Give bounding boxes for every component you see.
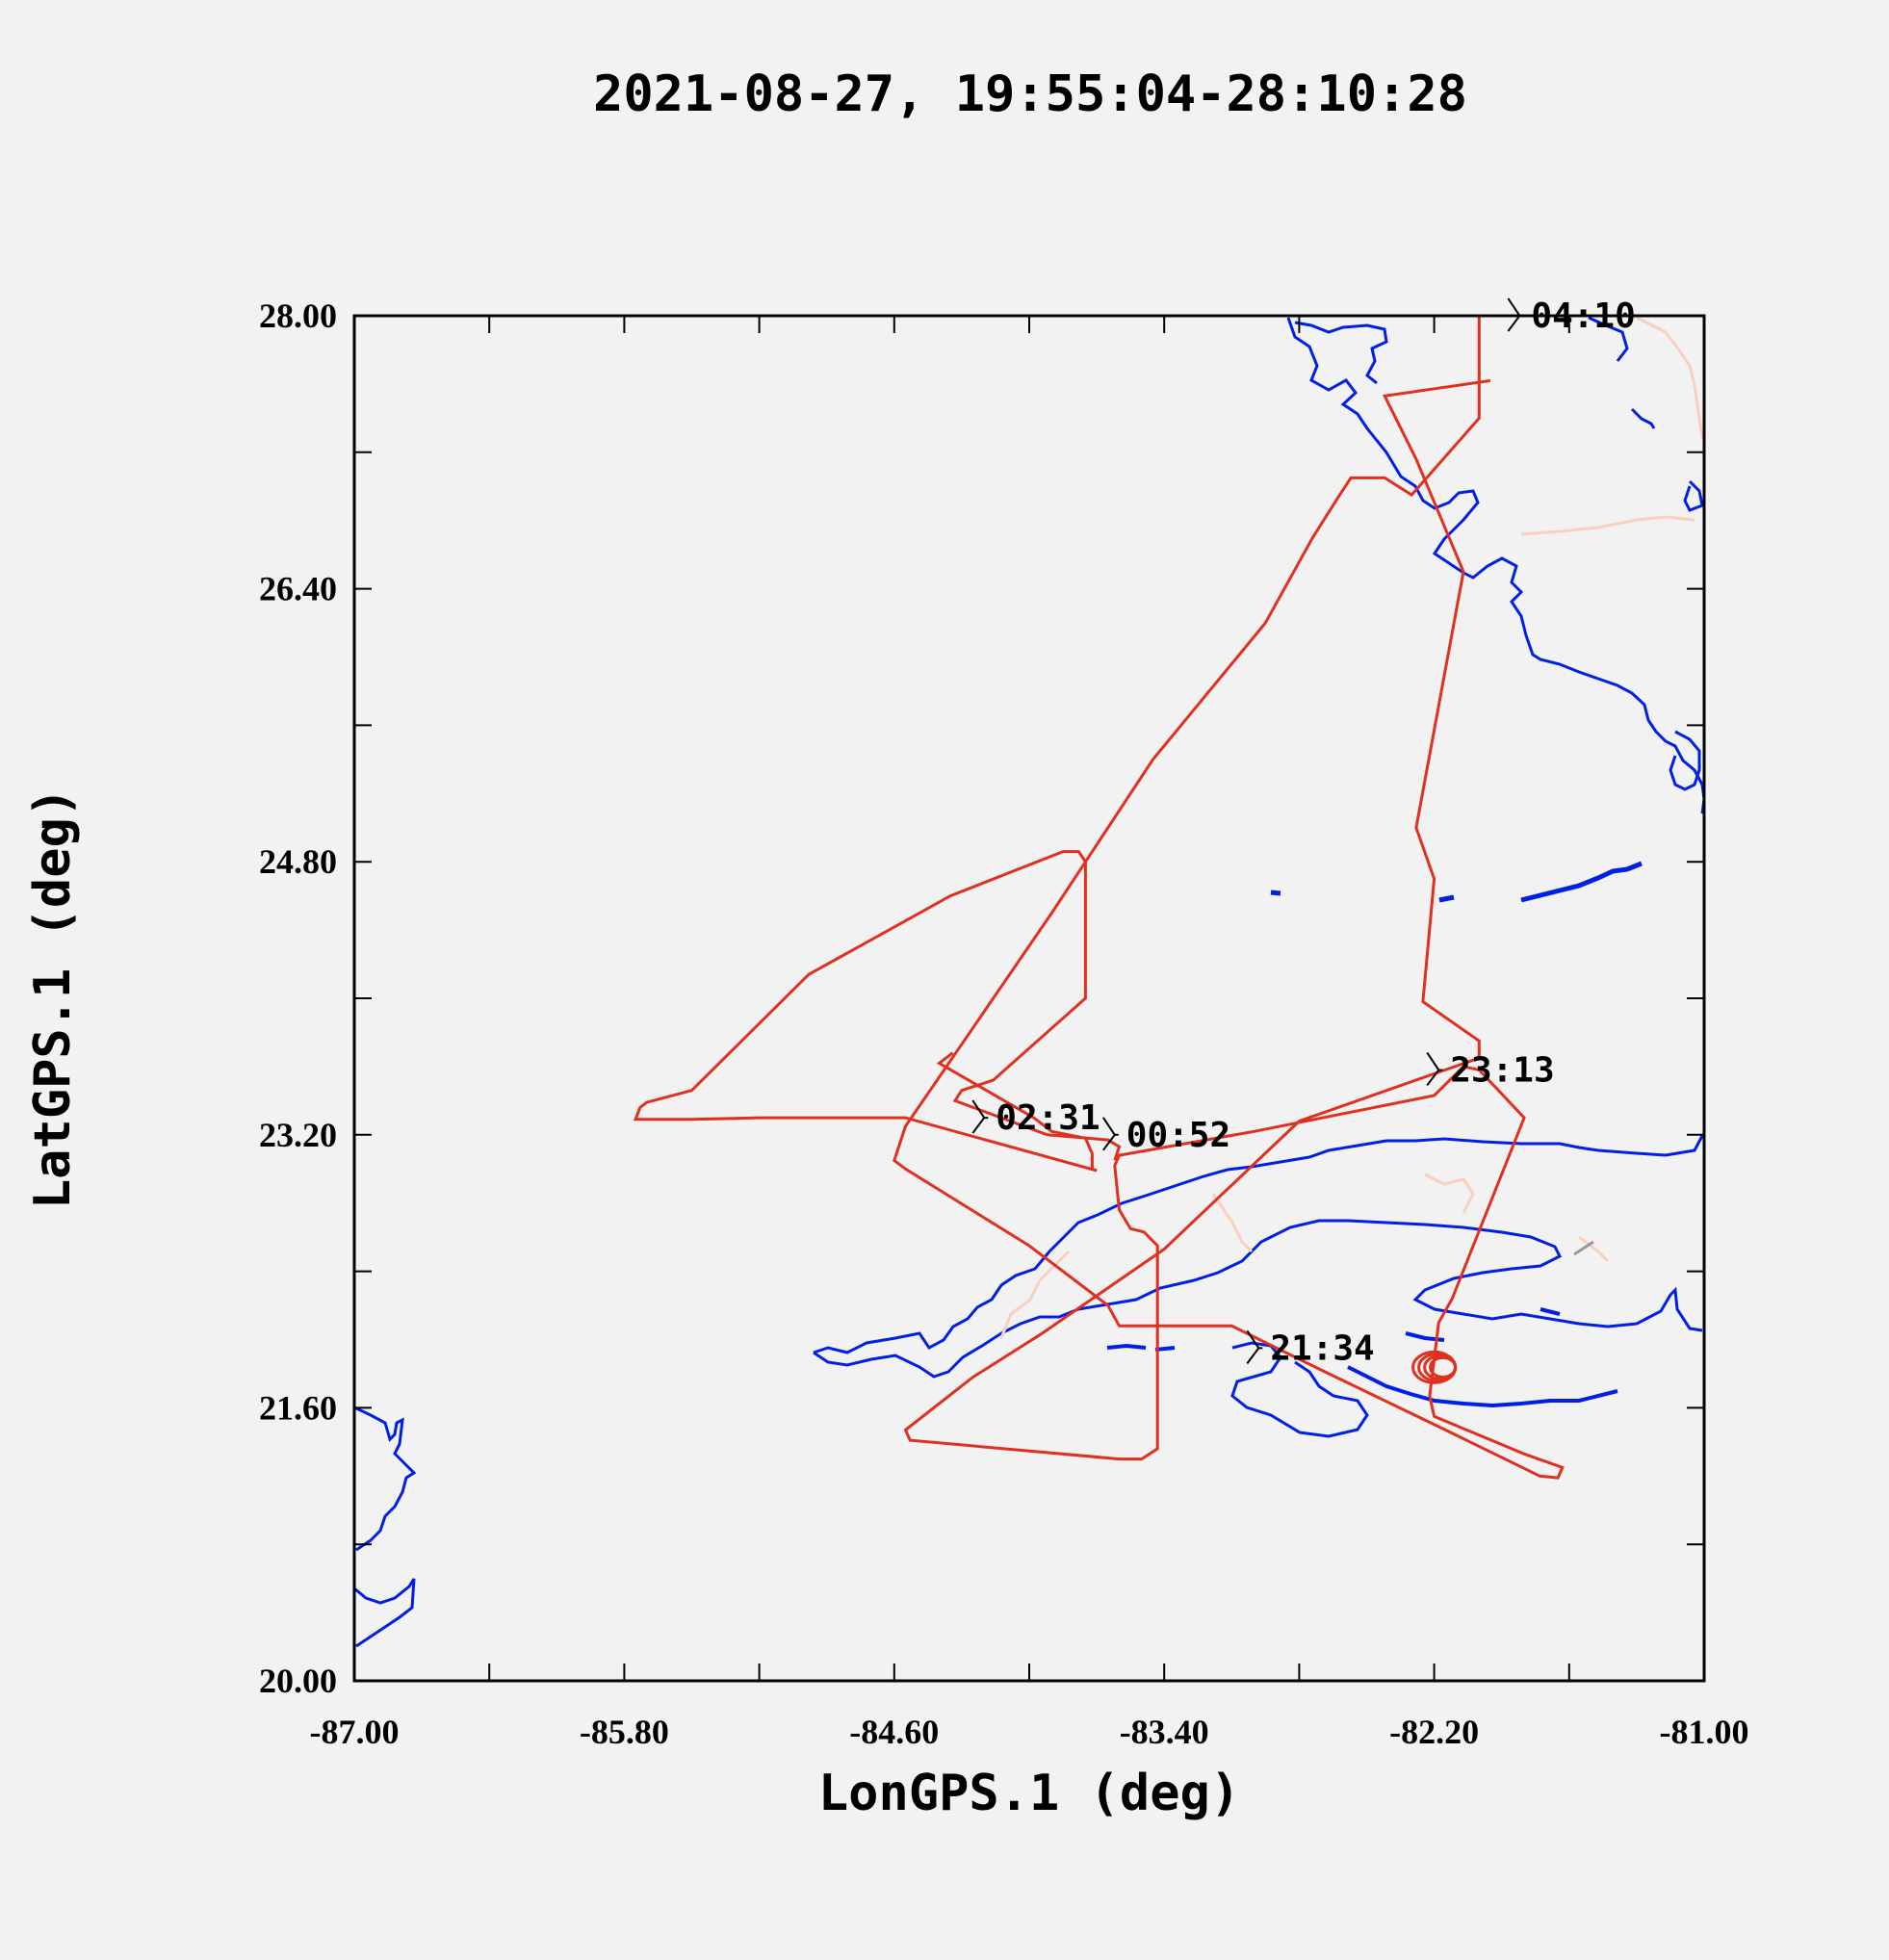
flight-track: [633, 316, 1565, 1480]
coastline-florida-east: [1588, 316, 1704, 791]
y-tick-label: 23.20: [259, 1116, 337, 1154]
annotation-label: 21:34: [1270, 1328, 1374, 1368]
coastline-cuba-south: [813, 1219, 1703, 1379]
x-tick-label: -83.40: [1120, 1713, 1209, 1751]
y-tick-label: 21.60: [259, 1388, 337, 1427]
holding-loop: [1429, 1355, 1458, 1379]
annotation-label: 04:10: [1531, 297, 1635, 336]
y-tick-label: 24.80: [259, 842, 337, 881]
track-series-1: [893, 316, 1565, 1480]
y-tick-label: 26.40: [259, 570, 337, 608]
coastline-cays: [1106, 1307, 1618, 1408]
coastline-florida-bay: [1294, 321, 1388, 385]
axis-ticks: [353, 315, 1705, 1682]
annotation-label: 23:13: [1450, 1050, 1554, 1090]
map-layer: [353, 316, 1706, 1648]
annotation-marker: [1101, 1117, 1119, 1151]
x-tick-label: -87.00: [310, 1713, 400, 1751]
axis-tick-labels: -87.00 -85.80 -84.60 -83.40 -82.20 -81.00 20.0…: [259, 297, 1749, 1751]
coastline-florida-keys: [1270, 861, 1643, 903]
coastline-yucatan: [353, 1406, 417, 1648]
border-florida: [1520, 316, 1704, 536]
y-axis-label: LatGPS.1 (deg): [24, 787, 82, 1209]
x-tick-label: -85.80: [580, 1713, 669, 1751]
coastline-cuba: [813, 1135, 1704, 1354]
annotation-marker: [971, 1099, 989, 1134]
annotation-marker: [1507, 297, 1524, 332]
annotation-label: 02:31: [996, 1098, 1100, 1138]
y-tick-label: 20.00: [259, 1662, 337, 1700]
annotation-label: 00:52: [1126, 1116, 1230, 1155]
time-annotations: 02:31 00:52 23:13 21:34 04:10: [971, 297, 1636, 1368]
coastline-isla-juventud: [1230, 1341, 1369, 1438]
x-tick-label: -81.00: [1660, 1713, 1749, 1751]
border-cuba: [999, 1173, 1610, 1339]
x-axis-label: LonGPS.1 (deg): [818, 1765, 1240, 1822]
track-series-2: [633, 850, 1122, 1173]
gray-trace: [1573, 1240, 1594, 1256]
y-tick-label: 28.00: [259, 297, 337, 335]
chart-title: 2021-08-27, 19:55:04-28:10:28: [593, 65, 1467, 123]
annotation-marker: [1426, 1051, 1443, 1087]
coastline-florida: [1286, 317, 1706, 814]
x-tick-label: -82.20: [1389, 1713, 1479, 1751]
annotation-marker: [1246, 1329, 1263, 1364]
plot-frame: [352, 314, 1706, 1683]
x-tick-label: -84.60: [849, 1713, 939, 1751]
